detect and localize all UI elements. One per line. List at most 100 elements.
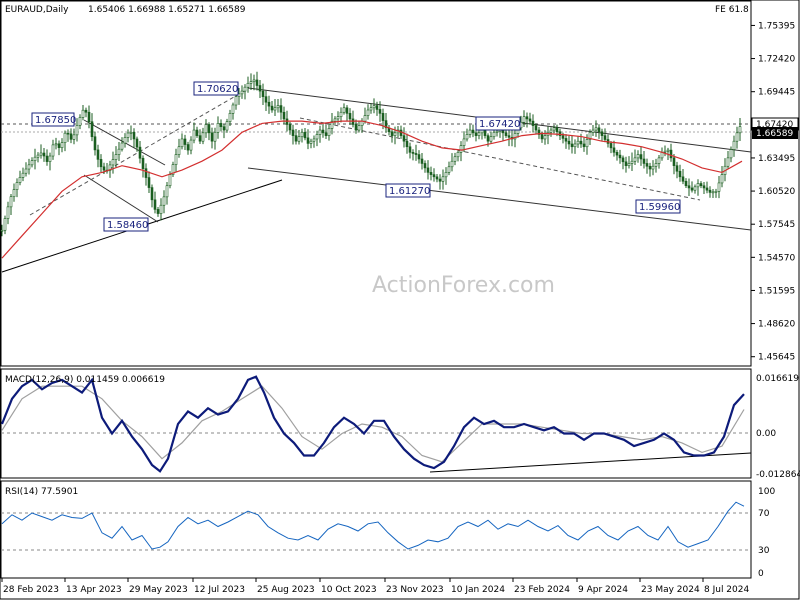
candle [450, 153, 454, 172]
annotation-1.70620: 1.70620 [193, 81, 239, 96]
candle [72, 128, 76, 145]
candle [84, 107, 88, 118]
price-tick: 1.57545 [751, 220, 795, 230]
candle [543, 130, 547, 145]
candle [708, 186, 712, 198]
candle [39, 144, 43, 159]
candle [468, 124, 472, 138]
candle [588, 129, 592, 146]
candle [738, 118, 742, 142]
candle [180, 133, 184, 150]
candle [117, 141, 121, 162]
candle [417, 150, 421, 164]
candle [534, 123, 538, 134]
candle [642, 150, 646, 169]
candle [378, 101, 382, 122]
candle [489, 131, 493, 144]
candle [372, 98, 376, 114]
candle [564, 134, 568, 149]
price-tick: 1.51595 [751, 286, 795, 296]
candle [309, 138, 313, 149]
price-tick: 1.63495 [751, 154, 795, 164]
svg-text:1.67850: 1.67850 [35, 115, 76, 126]
date-axis: 28 Feb 2023 13 Apr 2023 29 May 2023 12 Jul … [1, 578, 749, 595]
svg-text:1.70620: 1.70620 [197, 84, 238, 95]
candle [111, 151, 115, 174]
candle [552, 125, 556, 134]
candle [438, 174, 442, 190]
rsi-pane [0, 480, 752, 579]
price-tick: 1.54570 [751, 253, 795, 263]
candle [165, 181, 169, 205]
candle [33, 148, 37, 170]
candle [423, 160, 427, 173]
candle [156, 206, 160, 217]
candle [45, 149, 49, 166]
rsi-tick-70: 70 [758, 509, 770, 519]
candle [27, 158, 31, 175]
svg-text:1.72420: 1.72420 [758, 55, 795, 65]
candle [528, 112, 532, 125]
candle [633, 149, 637, 165]
candle [348, 108, 352, 125]
annotation-1.59960: 1.59960 [635, 199, 681, 214]
candle [663, 145, 667, 157]
candle [447, 161, 451, 176]
candle [369, 103, 373, 114]
candle [42, 147, 46, 162]
svg-text:1.67420: 1.67420 [479, 119, 520, 130]
candle [453, 152, 457, 166]
candle [441, 169, 445, 190]
date-tick: 25 Aug 2023 [255, 578, 315, 595]
candle [219, 119, 223, 132]
candle [462, 131, 466, 152]
candle [303, 127, 307, 141]
candle [93, 131, 97, 156]
rsi-line [1, 501, 745, 550]
price-tick: 1.60520 [751, 187, 795, 197]
candle [54, 137, 58, 150]
candle [693, 184, 697, 194]
date-tick: 13 Apr 2023 [64, 578, 122, 595]
candle [315, 130, 319, 147]
candle [411, 149, 415, 161]
candle [624, 156, 628, 173]
candle [609, 141, 613, 154]
candle [657, 155, 661, 169]
date-tick: 23 Nov 2023 [384, 578, 444, 595]
candle [345, 105, 349, 121]
candle [636, 150, 640, 163]
candle [405, 133, 409, 154]
candle [57, 140, 61, 156]
candle [669, 143, 673, 162]
svg-text:12 Jul 2023: 12 Jul 2023 [194, 585, 245, 595]
candle [171, 161, 175, 177]
candle [645, 158, 649, 174]
candle [618, 149, 622, 164]
candle [507, 127, 511, 147]
date-tick: 9 Apr 2024 [576, 578, 628, 595]
candle [684, 178, 688, 189]
candle [549, 127, 553, 137]
candle [705, 181, 709, 194]
candle [153, 191, 157, 214]
candle [690, 181, 694, 193]
price-tick: 1.45645 [751, 353, 795, 363]
candle [222, 123, 226, 139]
date-tick: 8 Jul 2024 [702, 578, 749, 595]
annotation-1.58460: 1.58460 [103, 217, 149, 232]
date-tick: 10 Jan 2024 [449, 578, 505, 595]
price-tick: 1.75395 [751, 21, 795, 31]
date-tick: 29 May 2023 [127, 578, 188, 595]
candle [426, 160, 430, 180]
candle [522, 110, 526, 127]
candle [687, 178, 691, 196]
candle [675, 161, 679, 179]
candle [60, 138, 64, 153]
annotation-1.67850: 1.67850 [31, 112, 76, 127]
candle [471, 124, 475, 138]
candle [120, 137, 124, 152]
last-price-tag: 1.66589 [752, 127, 798, 139]
candle [129, 125, 133, 141]
candle [192, 122, 196, 144]
